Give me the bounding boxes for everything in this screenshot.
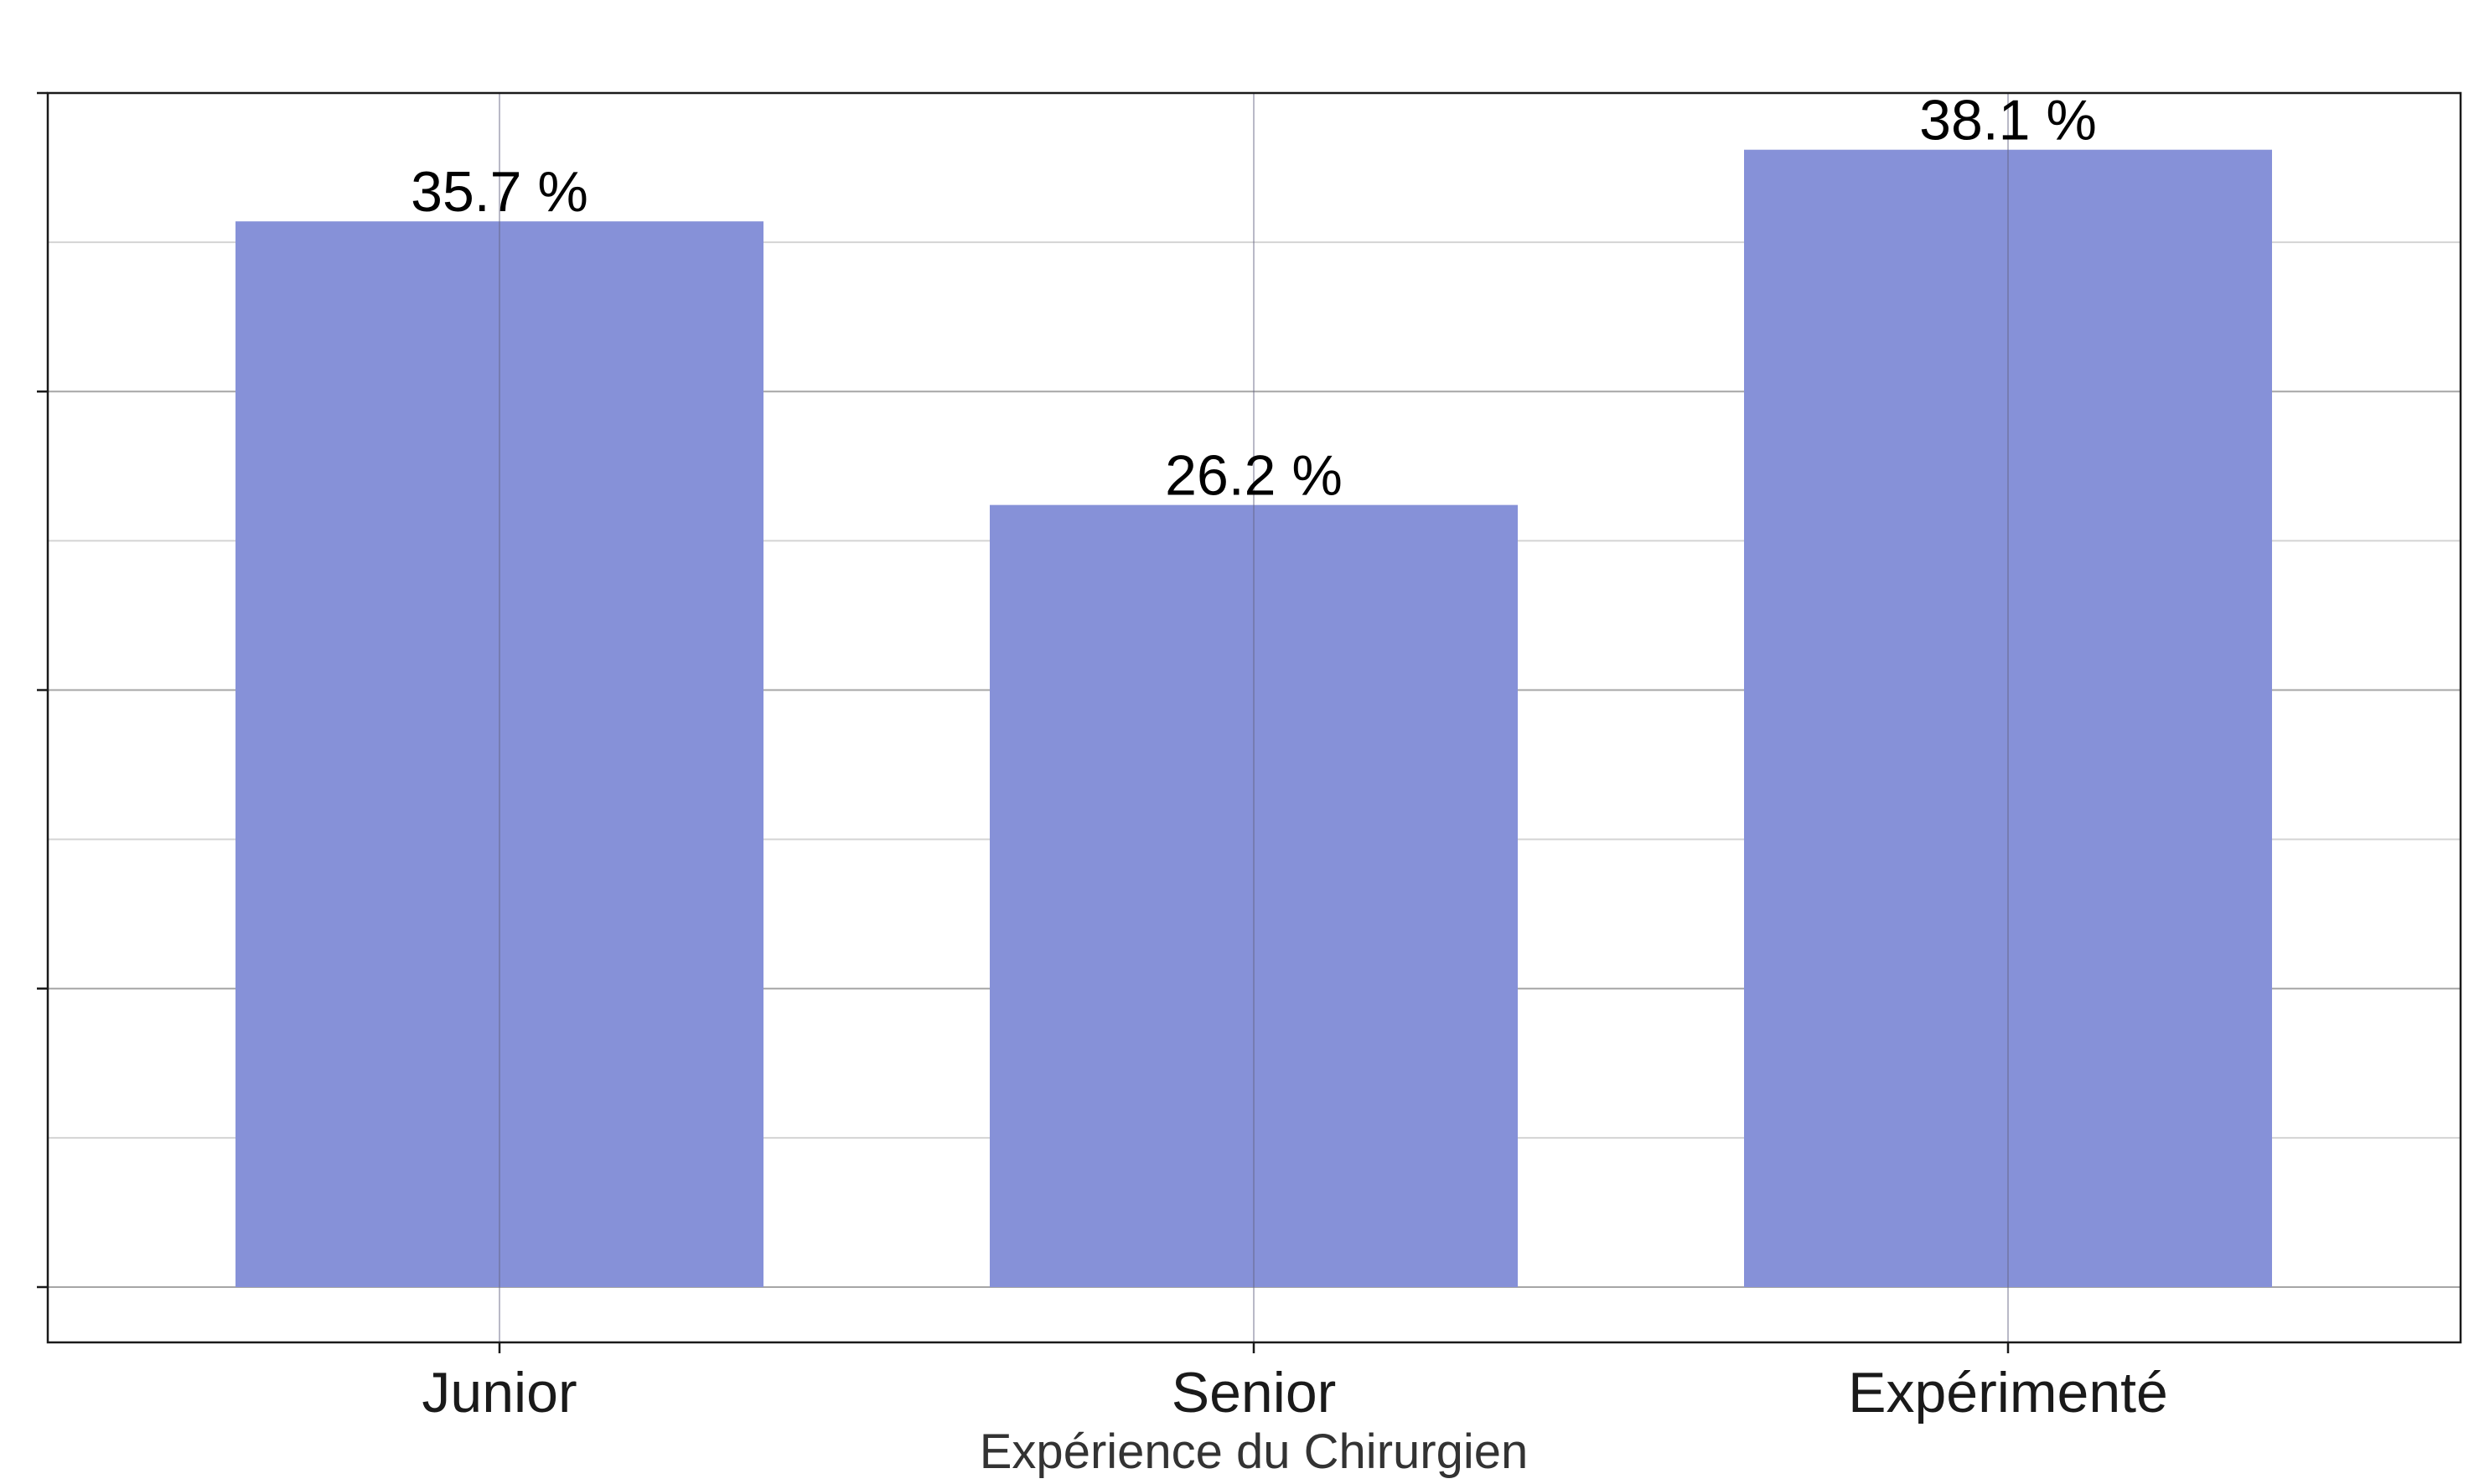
- x-axis-title: Expérience du Chirurgien: [980, 1425, 1528, 1479]
- bar-labels: 35.7 % 26.2 % 38.1 %: [411, 89, 2097, 508]
- x-tick-label: Junior: [422, 1361, 577, 1425]
- bar-0: [235, 221, 763, 1287]
- x-tick-label: Senior: [1172, 1361, 1337, 1425]
- bar-value-label: 26.2 %: [1165, 444, 1343, 508]
- y-axis-ticks: [37, 91, 48, 1289]
- bar-value-label: 38.1 %: [1919, 89, 2097, 153]
- bar-2: [1744, 149, 2272, 1287]
- bars: [235, 149, 2272, 1287]
- bar-1: [990, 504, 1518, 1287]
- bar-value-label: 35.7 %: [411, 160, 588, 224]
- x-axis-ticks: [498, 1342, 2010, 1353]
- x-tick-label: Expérimenté: [1848, 1361, 2168, 1425]
- grid-vertical: [499, 93, 2009, 1342]
- x-axis-labels: Junior Senior Expérimenté: [422, 1361, 2167, 1425]
